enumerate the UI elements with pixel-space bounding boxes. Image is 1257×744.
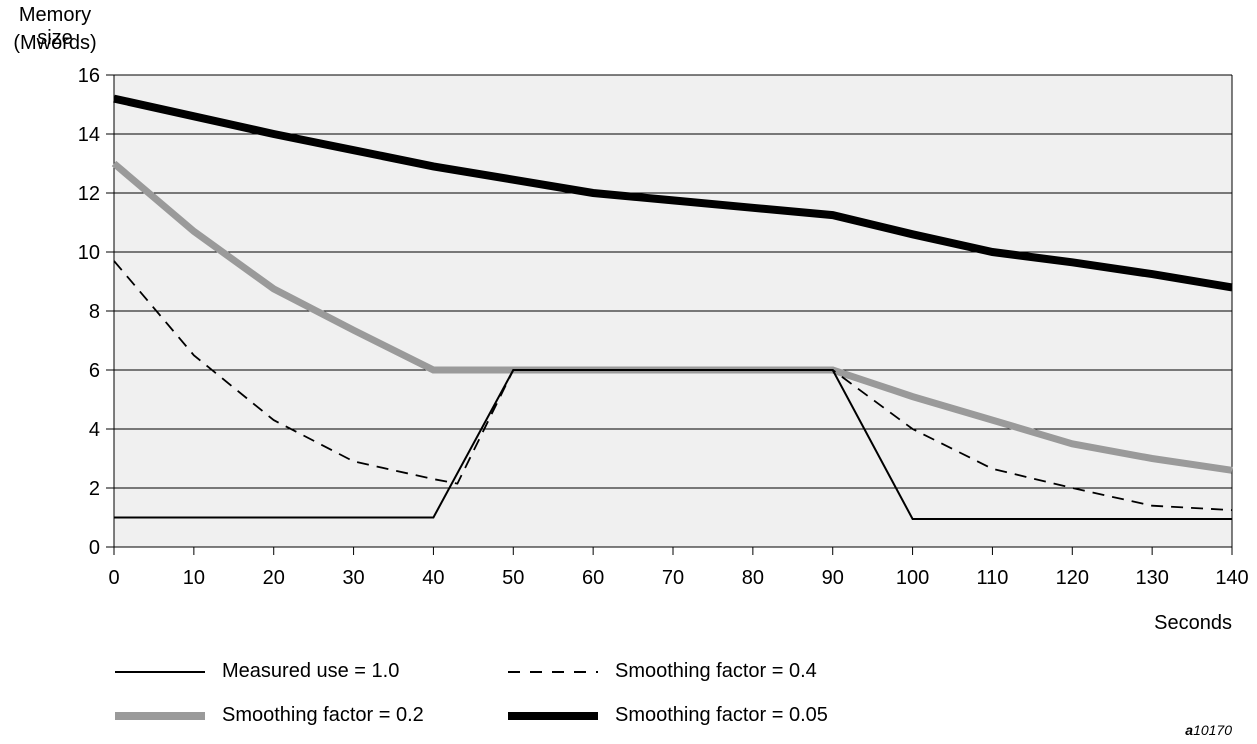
y-tick-label-12: 12 (78, 183, 100, 205)
y-tick-label-10: 10 (78, 242, 100, 264)
x-tick-label-30: 30 (342, 567, 364, 589)
x-tick-label-130: 130 (1135, 567, 1168, 589)
y-tick-label-4: 4 (89, 419, 100, 441)
figure-id-prefix: a (1185, 722, 1194, 738)
y-axis-label-line-2: (Mwords) (13, 32, 97, 54)
figure-id: a10170 (1185, 722, 1232, 738)
y-axis-label-line-1: Memory size (18, 4, 92, 49)
series-line-thick-black (113, 94, 1233, 292)
x-tick-label-60: 60 (582, 567, 604, 589)
x-tick-label-50: 50 (502, 567, 524, 589)
x-tick-label-70: 70 (662, 567, 684, 589)
x-tick-label-100: 100 (896, 567, 929, 589)
y-tick-label-0: 0 (89, 537, 100, 559)
y-tick-label-6: 6 (89, 360, 100, 382)
x-tick-label-140: 140 (1215, 567, 1248, 589)
y-tick-label-16: 16 (78, 65, 100, 87)
x-tick-label-90: 90 (822, 567, 844, 589)
y-tick-label-8: 8 (89, 301, 100, 323)
x-tick-label-10: 10 (183, 567, 205, 589)
x-tick-label-110: 110 (976, 567, 1008, 589)
x-axis-label: Seconds (1154, 612, 1232, 634)
x-tick-label-20: 20 (263, 567, 285, 589)
legend-label-factor-0-2: Smoothing factor = 0.2 (222, 704, 424, 726)
figure-id-number: 10170 (1193, 722, 1232, 738)
legend-label-factor-0-4: Smoothing factor = 0.4 (615, 660, 817, 682)
series-line-thin-solid (114, 369, 1232, 520)
y-tick-label-14: 14 (78, 124, 100, 146)
legend-label-measured: Measured use = 1.0 (222, 660, 400, 682)
legend-label-factor-0-05: Smoothing factor = 0.05 (615, 704, 828, 726)
x-tick-label-120: 120 (1056, 567, 1089, 589)
x-tick-label-80: 80 (742, 567, 764, 589)
x-tick-label-0: 0 (108, 567, 119, 589)
y-tick-label-2: 2 (89, 478, 100, 500)
x-tick-label-40: 40 (422, 567, 444, 589)
